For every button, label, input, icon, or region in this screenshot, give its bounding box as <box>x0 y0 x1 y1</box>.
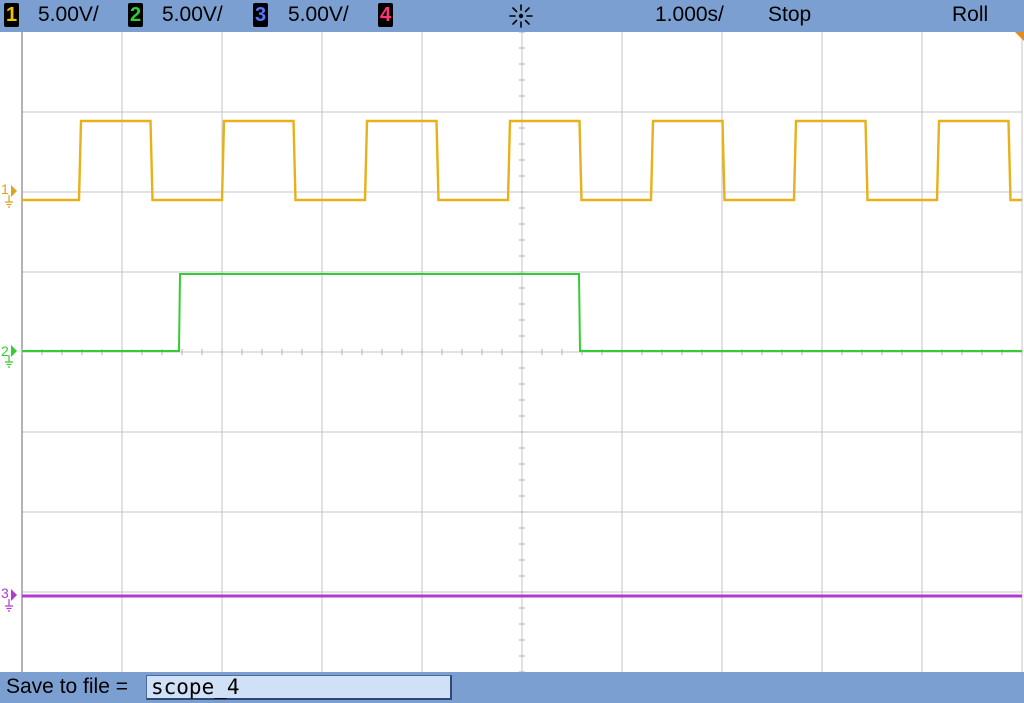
svg-text:3: 3 <box>1 585 9 601</box>
sunburst-trigger-icon <box>509 4 533 28</box>
svg-text:2: 2 <box>1 343 9 359</box>
status-bar: 1 5.00V/ 2 5.00V/ 3 5.00V/ 4 1.000s/ Sto… <box>0 0 1024 32</box>
channel-2-badge[interactable]: 2 <box>128 3 143 27</box>
softkey-bar: Save to file = scope_4 <box>0 672 1024 703</box>
channel-1-badge[interactable]: 1 <box>4 3 19 27</box>
filename-field[interactable]: scope_4 <box>146 675 452 700</box>
svg-text:1: 1 <box>1 181 9 197</box>
run-state: Stop <box>768 3 812 26</box>
waveform-display[interactable]: 1 2 3 <box>0 32 1024 672</box>
channel-4-badge[interactable]: 4 <box>378 3 393 27</box>
channel-3-scale: 5.00V/ <box>288 3 349 26</box>
channel-3-badge[interactable]: 3 <box>253 3 268 27</box>
channel-2-ground-marker[interactable]: 2 <box>1 343 17 368</box>
timebase-value: 1.000s/ <box>655 3 724 26</box>
channel-3-ground-marker[interactable]: 3 <box>1 585 17 612</box>
channel-1-scale: 5.00V/ <box>38 3 99 26</box>
acquisition-mode: Roll <box>952 3 989 26</box>
channel-2-scale: 5.00V/ <box>162 3 223 26</box>
corner-indicator <box>1015 32 1024 41</box>
channel-2-trace <box>22 273 1022 352</box>
channel-1-ground-marker[interactable]: 1 <box>1 181 17 208</box>
channel-1-trace <box>22 119 1022 202</box>
save-to-file-label: Save to file = <box>6 675 128 698</box>
